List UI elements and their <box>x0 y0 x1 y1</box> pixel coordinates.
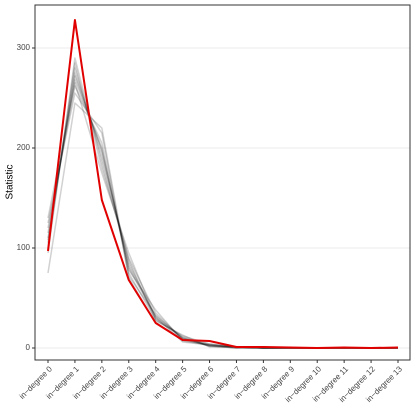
series-line <box>47 79 398 349</box>
series-line <box>47 62 398 349</box>
series-line <box>47 19 399 349</box>
y-axis-label: Statistic <box>5 164 16 199</box>
y-tick-label: 100 <box>17 243 31 252</box>
plot-border <box>34 4 411 361</box>
series-line <box>47 85 398 349</box>
y-tick-label: 300 <box>17 43 31 52</box>
series-line <box>47 57 398 349</box>
y-tick-label: 0 <box>26 343 31 352</box>
series-line <box>47 92 398 349</box>
series-line <box>47 75 398 349</box>
series-line <box>47 72 398 349</box>
series-line <box>47 82 398 349</box>
y-tick-label: 200 <box>17 143 31 152</box>
series-line <box>47 67 398 349</box>
